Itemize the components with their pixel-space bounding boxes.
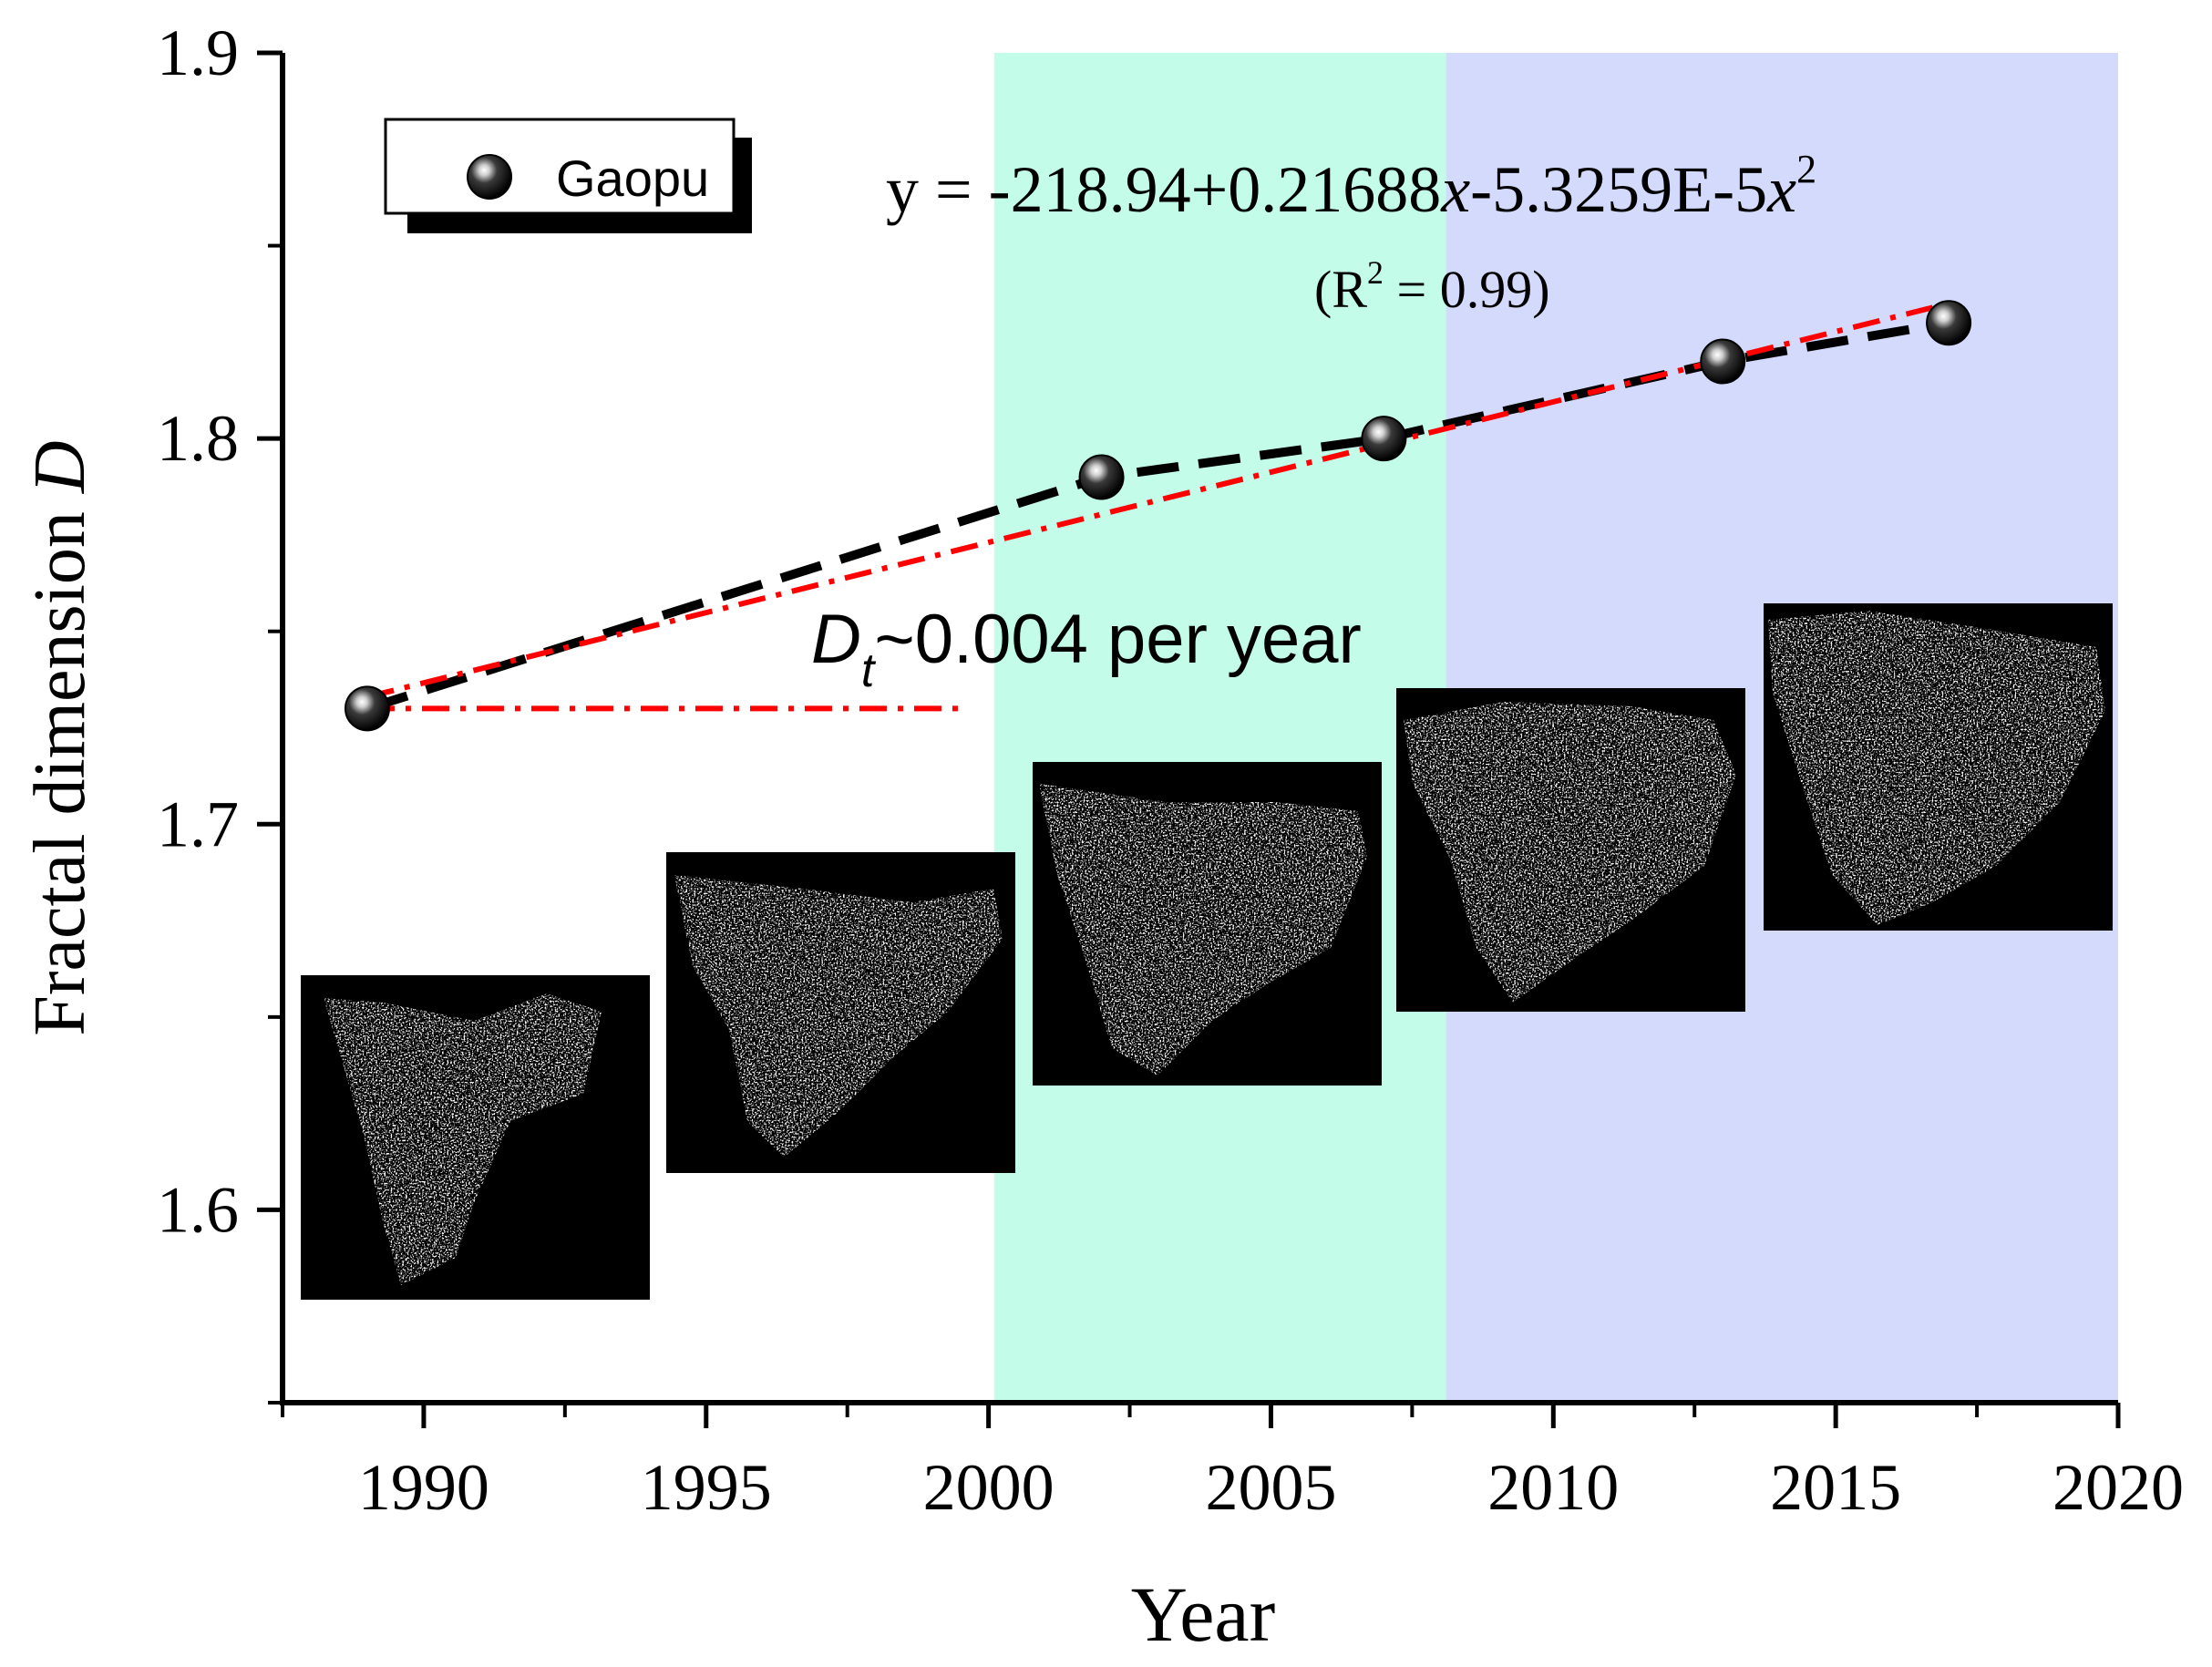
map-2013 (1764, 603, 2113, 931)
x-tick-label: 2005 (1205, 1451, 1336, 1524)
fit-r-squared: (R2 = 0.99) (1314, 254, 1550, 319)
legend-label: Gaopu (556, 149, 709, 207)
data-point-2013 (1700, 338, 1746, 385)
map-1995 (666, 852, 1015, 1173)
data-point-2002 (1078, 454, 1125, 500)
axes: 1.6 1.7 1.8 1.9 1990 1995 2000 2005 2010 2015 202… (157, 16, 2184, 1524)
data-points (344, 300, 1972, 732)
x-tick-label: 2010 (1487, 1451, 1619, 1524)
data-point-2007 (1361, 416, 1407, 462)
legend: Gaopu (384, 118, 752, 233)
x-tick-label: 1995 (641, 1451, 772, 1524)
x-tick-label: 2015 (1770, 1451, 1901, 1524)
map-insets (301, 603, 2113, 1300)
y-tick-label: 1.9 (157, 16, 239, 89)
legend-box (384, 118, 736, 215)
x-tick-label: 2000 (923, 1451, 1055, 1524)
trend-label: Dt~0.004 per year (811, 601, 1362, 697)
map-2002 (1033, 762, 1382, 1086)
y-tick-label: 1.6 (157, 1173, 239, 1246)
data-point-1989 (344, 685, 390, 732)
map-1989 (301, 975, 650, 1300)
y-tick-label: 1.8 (157, 402, 239, 475)
x-ticks: 1990 1995 2000 2005 2010 2015 2020 (281, 1403, 2184, 1524)
fit-equation: y = -218.94+0.21688x-5.3259E-5x2 (886, 147, 1816, 226)
y-axis-label: Fractal dimension D (20, 440, 100, 1035)
map-2007 (1396, 688, 1745, 1012)
legend-marker (467, 154, 512, 200)
y-axis-label-text: Fractal dimension (20, 493, 100, 1035)
data-point-2017 (1926, 300, 1972, 346)
y-tick-label: 1.7 (157, 787, 239, 860)
x-tick-label: 2020 (2053, 1451, 2184, 1524)
background-band-1 (993, 53, 1446, 1403)
x-tick-label: 1990 (358, 1451, 489, 1524)
y-axis-label-var: D (20, 440, 100, 494)
y-ticks: 1.6 1.7 1.8 1.9 (157, 16, 283, 1405)
x-axis-label: Year (1131, 1570, 1275, 1658)
